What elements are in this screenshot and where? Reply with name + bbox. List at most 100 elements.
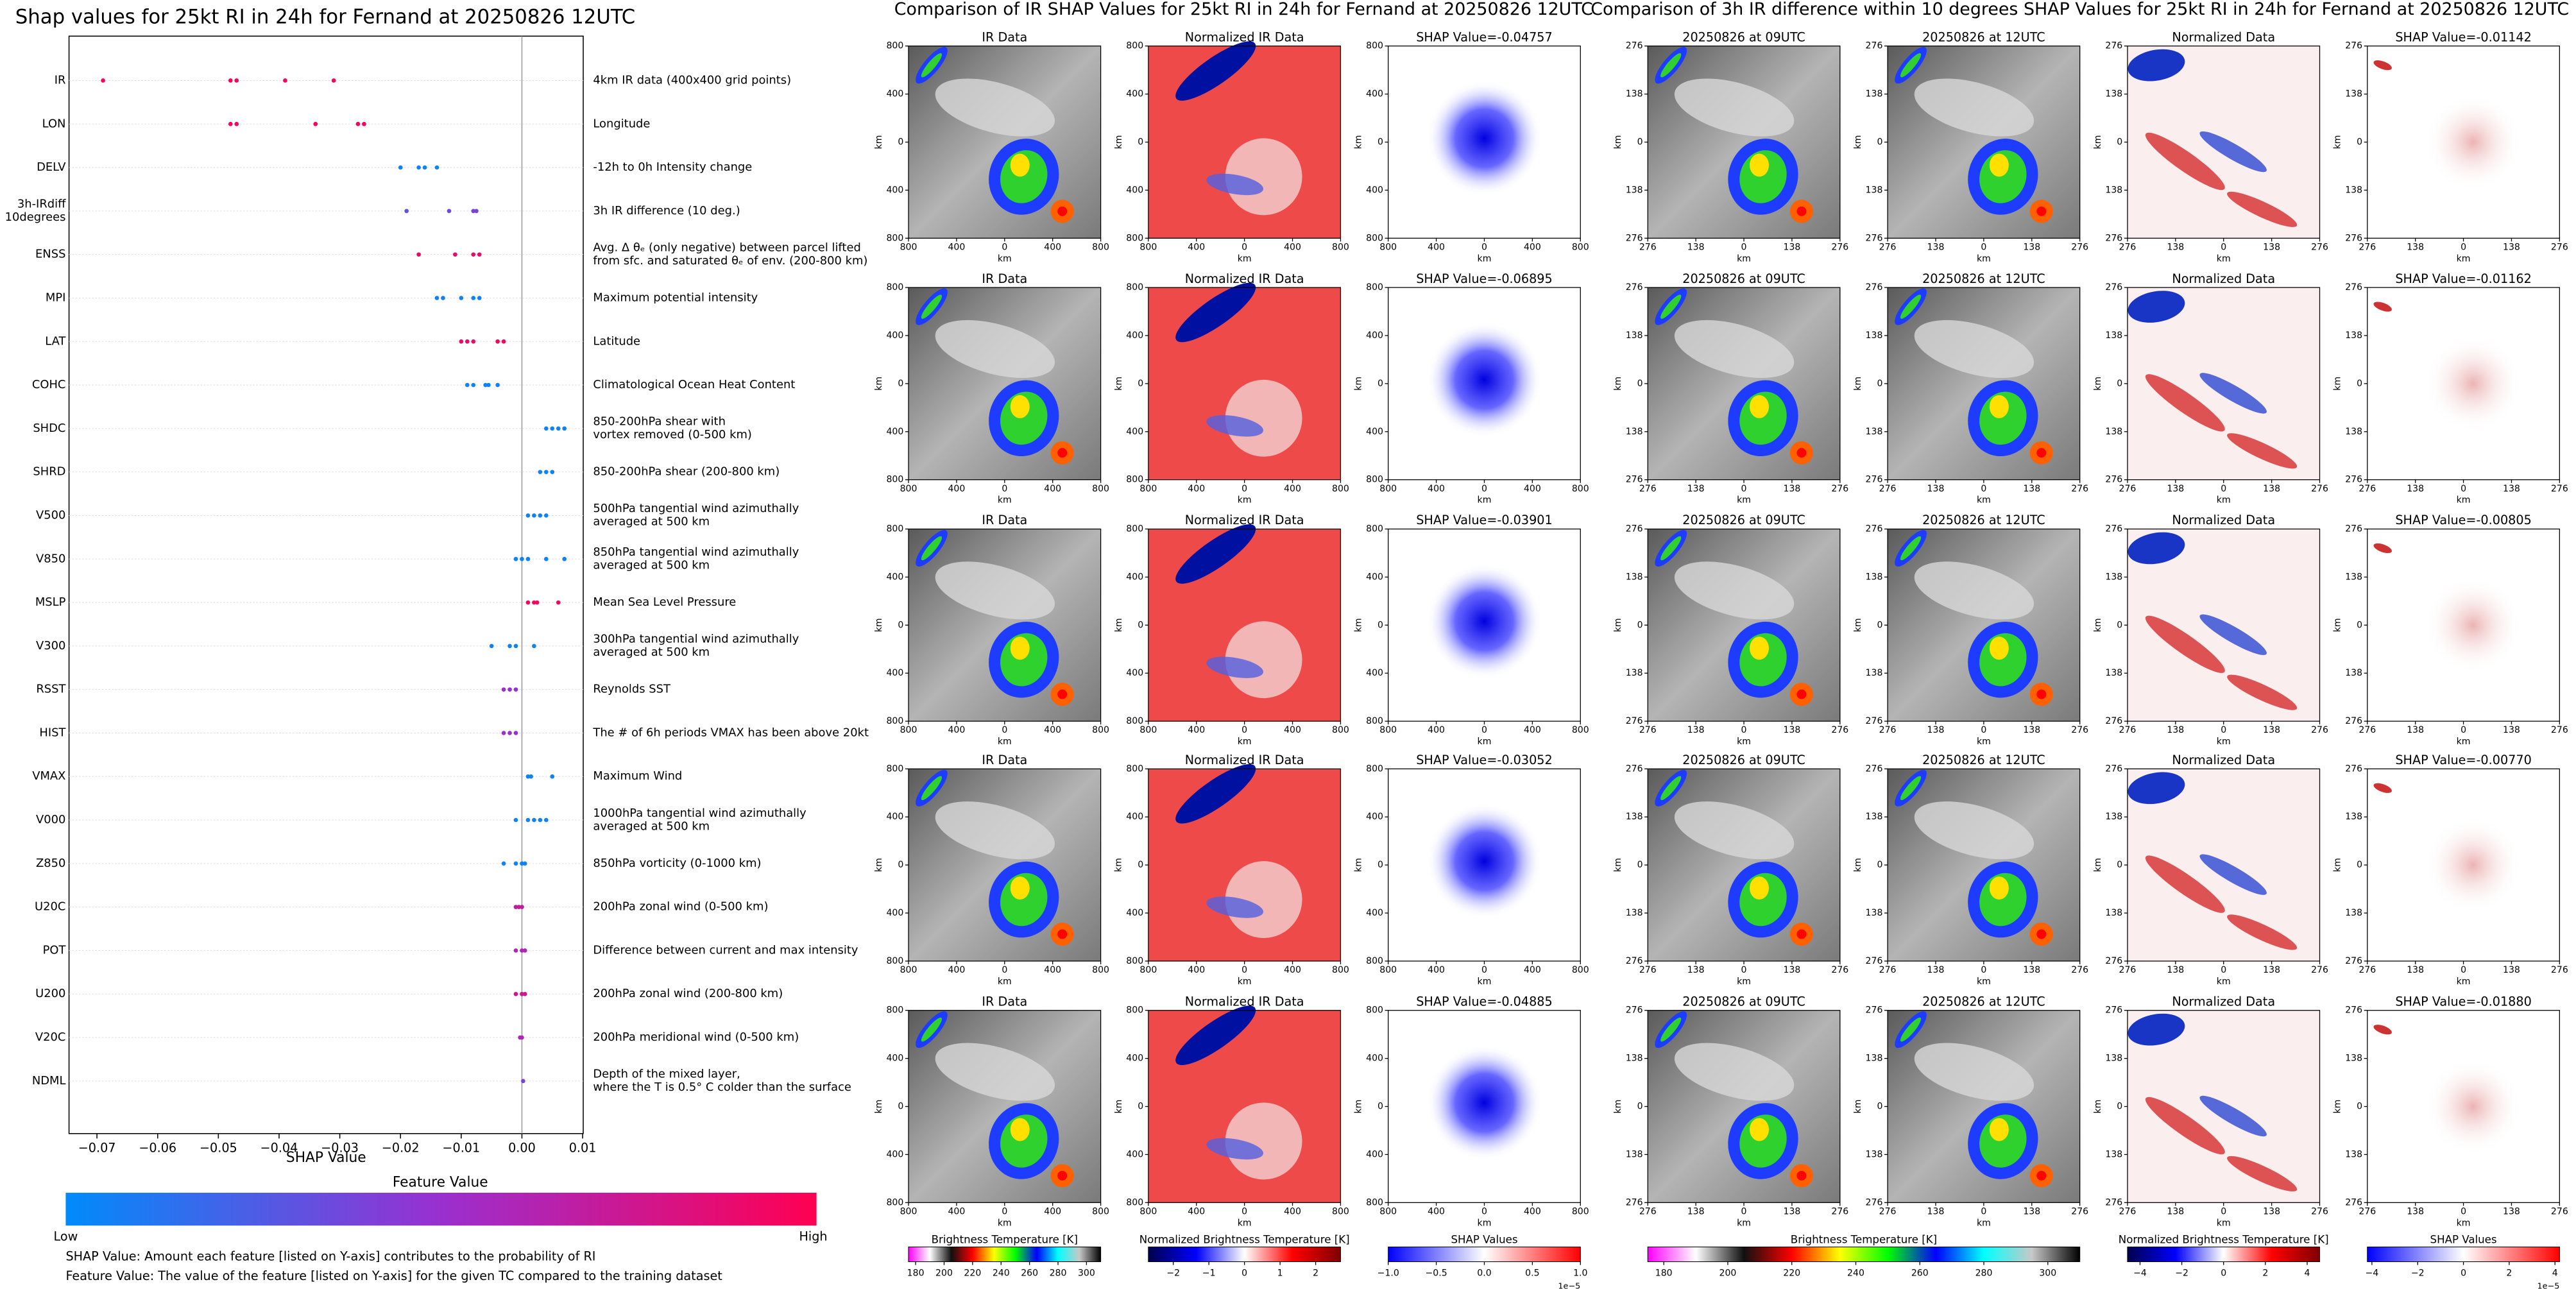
y-tick-label: 138	[2105, 908, 2122, 918]
x-axis-label: km	[2457, 977, 2471, 987]
shap-point	[471, 209, 476, 214]
y-tick-label: 276	[1626, 475, 1643, 485]
y-axis-label: km	[2093, 858, 2103, 872]
y-tick-label: 276	[2105, 716, 2122, 726]
y-axis-label: km	[1853, 1100, 1863, 1114]
colorbar-tick-label: 0	[1241, 1268, 1247, 1278]
x-tick-label: 0	[1241, 965, 1247, 975]
x-tick-label: 0	[1002, 242, 1007, 252]
x-axis-label: SHAP Value	[286, 1150, 366, 1166]
y-tick-label: 800	[1126, 764, 1143, 774]
panel-title: SHAP Value=-0.06895	[1416, 271, 1552, 286]
feature-label: V20C	[35, 1030, 66, 1044]
x-tick-label: 0	[1741, 725, 1747, 735]
y-tick-label: 0	[898, 620, 903, 630]
x-axis-label: km	[2217, 253, 2231, 264]
x-tick-label: 276	[1639, 965, 1657, 975]
x-tick-label: 0	[1241, 725, 1247, 735]
image-feature	[1426, 322, 1542, 438]
x-tick-label: 0	[2221, 965, 2226, 975]
y-axis-label: km	[1114, 377, 1124, 391]
y-tick-label: 138	[1866, 185, 1883, 195]
shap-point	[459, 296, 464, 300]
feature-description: averaged at 500 km	[593, 558, 710, 572]
x-tick-label: 276	[2358, 1206, 2376, 1216]
y-tick-label: 138	[1626, 812, 1643, 822]
image-feature	[2373, 783, 2392, 793]
feature-description: vortex removed (0-500 km)	[593, 428, 752, 441]
shap-point	[525, 600, 531, 605]
image-feature	[2128, 291, 2185, 323]
y-tick-label: 0	[1378, 1102, 1383, 1112]
x-axis-label: km	[2457, 495, 2471, 506]
y-axis-label: km	[874, 1100, 884, 1114]
y-tick-label: 400	[1126, 330, 1143, 341]
y-tick-label: 400	[1126, 572, 1143, 582]
shap-point	[525, 556, 531, 561]
image-feature	[1750, 395, 1769, 418]
x-tick-label: 276	[2071, 484, 2088, 494]
shap-point	[529, 774, 533, 779]
image-feature	[1175, 764, 1256, 824]
shap-point	[521, 1079, 525, 1084]
y-tick-label: 0	[1877, 620, 1882, 630]
image-feature	[935, 1043, 1055, 1101]
x-tick-label: 0	[2221, 725, 2226, 735]
y-tick-label: 400	[886, 330, 903, 341]
x-tick-label: 138	[2263, 242, 2280, 252]
x-tick-label: 138	[1784, 725, 1801, 735]
x-tick-label: 400	[948, 725, 965, 735]
x-tick-label: 276	[1879, 484, 1897, 494]
feature-label: MPI	[46, 291, 66, 304]
image-feature	[2227, 433, 2298, 469]
x-tick-label: 276	[2311, 1206, 2328, 1216]
x-tick-label: 0	[2461, 965, 2466, 975]
feature-description: averaged at 500 km	[593, 515, 710, 529]
panel-title: 20250826 at 09UTC	[1682, 513, 1805, 527]
shap-point	[550, 426, 555, 431]
figure-title: Comparison of IR SHAP Values for 25kt RI…	[894, 0, 1593, 19]
y-tick-label: 800	[886, 524, 903, 534]
shap-point	[550, 774, 555, 779]
shap-point	[543, 817, 549, 823]
colorbar	[1647, 1246, 2081, 1263]
colorbar-tick-label: −0.5	[1425, 1268, 1447, 1278]
y-tick-label: 138	[2105, 812, 2122, 822]
shap-point	[331, 78, 336, 83]
shap-point	[434, 296, 439, 300]
y-tick-label: 400	[1366, 427, 1383, 437]
y-tick-label: 400	[886, 812, 903, 822]
y-tick-label: 138	[2105, 185, 2122, 195]
x-tick-label: 0	[1002, 965, 1007, 975]
colorbar-tick-label: 2	[2506, 1268, 2512, 1278]
colorbar-tick-label: 2	[2262, 1268, 2268, 1278]
x-axis-label: km	[998, 253, 1012, 264]
x-tick-label: 400	[948, 242, 965, 252]
shap-point	[234, 78, 239, 83]
y-tick-label: 138	[1626, 185, 1643, 195]
y-tick-label: 276	[1866, 716, 1883, 726]
y-tick-label: 0	[1877, 1102, 1882, 1112]
image-feature	[1225, 861, 1302, 938]
y-tick-label: 800	[1126, 716, 1143, 726]
colorbar-tick-label: 180	[1655, 1268, 1673, 1278]
y-tick-label: 400	[1366, 185, 1383, 195]
y-axis-label: km	[874, 618, 884, 632]
y-tick-label: 138	[2105, 668, 2122, 678]
x-axis-label: km	[1977, 737, 1991, 747]
feature-label: Z850	[36, 857, 65, 870]
y-tick-label: 276	[1626, 524, 1643, 534]
feature-label: U20C	[35, 900, 65, 914]
x-tick-label: 276	[2551, 965, 2568, 975]
image-feature	[921, 53, 943, 78]
x-tick-label: 138	[2503, 484, 2520, 494]
footnote: SHAP Value: Amount each feature [listed …	[65, 1249, 595, 1263]
x-axis-label: km	[2217, 737, 2231, 747]
y-axis-label: km	[874, 377, 884, 391]
y-tick-label: 138	[2105, 330, 2122, 341]
y-axis-label: km	[1853, 377, 1863, 391]
panel-title: SHAP Value=-0.01162	[2395, 271, 2531, 286]
y-axis-label: km	[2093, 1100, 2103, 1114]
image-feature	[1796, 689, 1807, 699]
colorbar-tick-label: 280	[1050, 1268, 1067, 1278]
